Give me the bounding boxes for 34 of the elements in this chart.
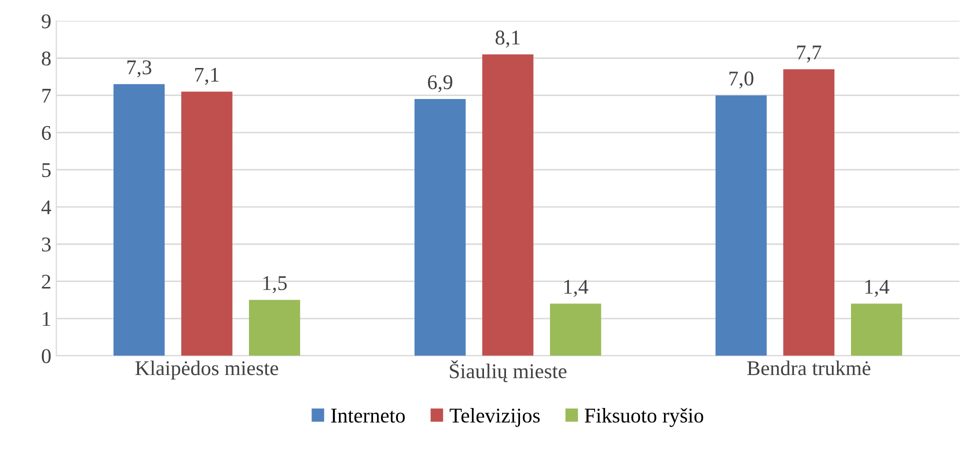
data-label: 6,9	[428, 75, 452, 92]
x-tick-label: Bendra trukmė	[747, 360, 870, 376]
y-tick-label: 4	[41, 200, 52, 214]
data-label: 8,1	[496, 30, 520, 48]
x-tick-label: Šiaulių mieste	[450, 360, 566, 382]
y-tick-label: 1	[42, 312, 50, 326]
bar	[181, 92, 232, 356]
y-tick-label: 7	[42, 88, 51, 103]
y-tick-label: 6	[42, 126, 51, 140]
bar	[550, 304, 602, 356]
data-label: 7,0	[729, 71, 754, 89]
x-tick-label: Klaipėdos mieste	[135, 360, 278, 380]
bar	[482, 54, 534, 356]
bar	[114, 84, 165, 356]
y-tick-label: 3	[42, 238, 51, 252]
y-tick-label: 5	[42, 163, 51, 178]
bar	[850, 304, 902, 356]
bar	[414, 99, 466, 356]
legend-label: Televizijos	[450, 408, 540, 427]
y-tick-label: 0	[42, 349, 51, 364]
data-label: 1,4	[865, 280, 890, 297]
bar	[783, 69, 834, 356]
data-label: 7,7	[797, 46, 822, 62]
data-label: 7,3	[127, 60, 152, 78]
y-tick-label: 2	[42, 274, 50, 289]
y-tick-label: 8	[42, 52, 51, 66]
legend-label: Interneto	[331, 408, 405, 423]
data-label: 1,5	[263, 276, 287, 294]
bar	[248, 300, 300, 356]
bar	[716, 95, 767, 356]
y-tick-label: 9	[42, 14, 51, 28]
data-label: 7,1	[195, 68, 219, 85]
data-label: 1,4	[564, 280, 588, 297]
legend-label: Fiksuoto ryšio	[584, 408, 704, 427]
